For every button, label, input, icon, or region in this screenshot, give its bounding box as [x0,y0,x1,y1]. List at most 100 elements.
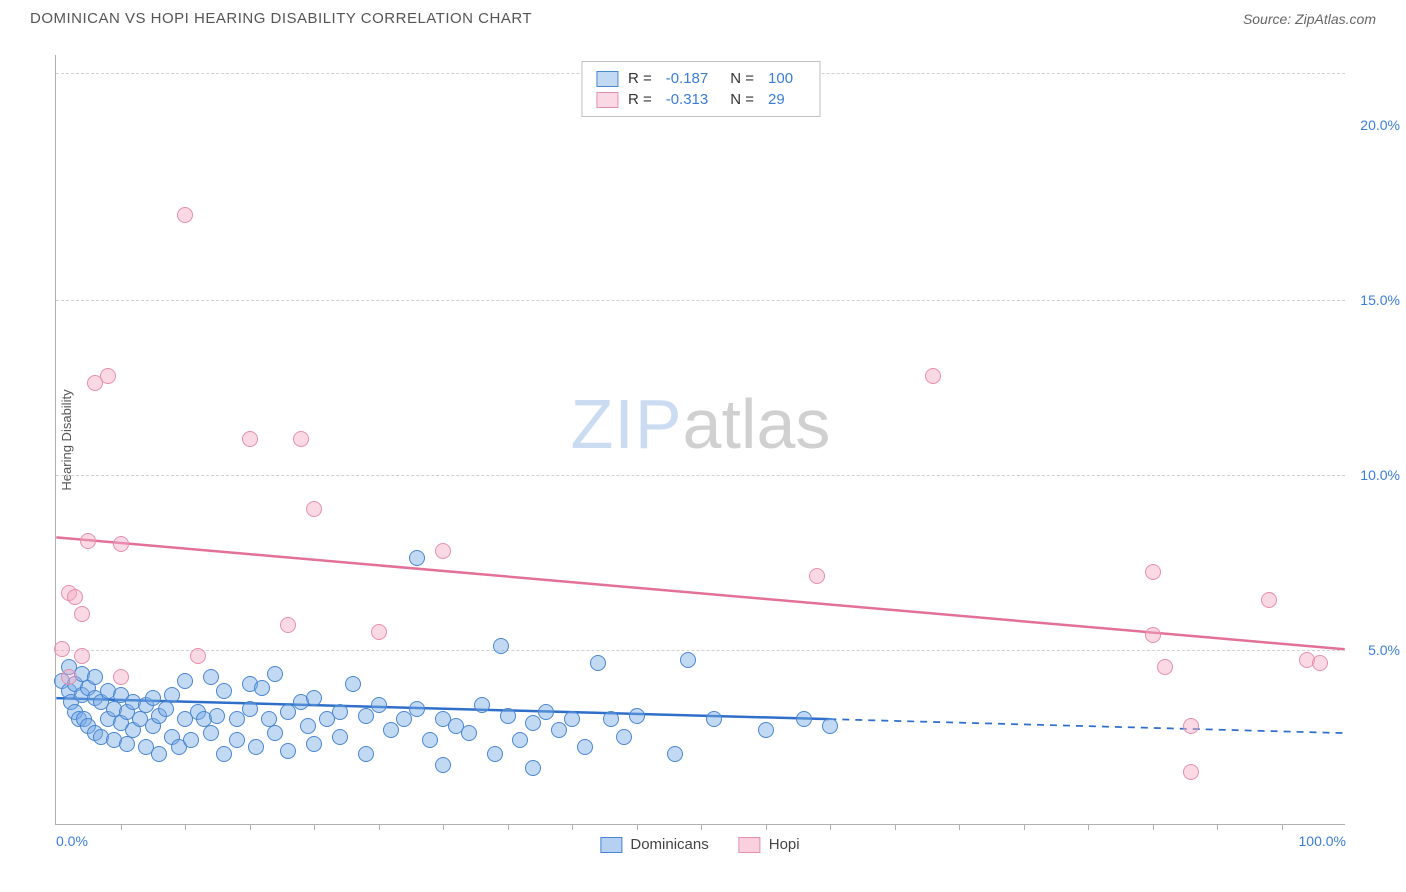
scatter-point [493,638,509,654]
legend-swatch [739,837,761,853]
scatter-point [306,501,322,517]
header-row: DOMINICAN VS HOPI HEARING DISABILITY COR… [0,0,1406,27]
scatter-point [61,669,77,685]
scatter-point [332,704,348,720]
scatter-point [474,697,490,713]
scatter-point [183,732,199,748]
scatter-point [371,624,387,640]
x-tick [959,824,960,830]
scatter-point [80,533,96,549]
scatter-point [67,589,83,605]
y-tick-label: 5.0% [1368,642,1400,658]
scatter-point [422,732,438,748]
x-tick [637,824,638,830]
scatter-point [538,704,554,720]
x-tick-label: 0.0% [56,833,88,849]
scatter-point [1145,564,1161,580]
scatter-point [203,725,219,741]
scatter-point [74,648,90,664]
scatter-point [358,746,374,762]
scatter-point [151,746,167,762]
x-tick [1217,824,1218,830]
legend-r-label: R = [628,70,652,87]
scatter-point [461,725,477,741]
scatter-point [242,701,258,717]
legend-n-label: N = [730,91,754,108]
legend-r-label: R = [628,91,652,108]
x-tick [830,824,831,830]
scatter-point [706,711,722,727]
gridline-h [56,300,1345,301]
x-tick [572,824,573,830]
chart-title: DOMINICAN VS HOPI HEARING DISABILITY COR… [30,10,532,27]
scatter-point [809,568,825,584]
x-tick [1024,824,1025,830]
scatter-point [113,669,129,685]
x-tick [379,824,380,830]
scatter-point [119,736,135,752]
x-tick [895,824,896,830]
scatter-point [925,368,941,384]
scatter-point [1261,592,1277,608]
scatter-point [216,746,232,762]
series-legend: DominicansHopi [600,836,799,853]
x-tick [1088,824,1089,830]
scatter-point [667,746,683,762]
scatter-point [603,711,619,727]
y-tick-label: 10.0% [1360,467,1400,483]
x-tick [508,824,509,830]
legend-item: Hopi [739,836,800,853]
x-tick [250,824,251,830]
scatter-point [242,431,258,447]
scatter-point [371,697,387,713]
scatter-point [1157,659,1173,675]
chart-area: ZIPatlas R =-0.187 N =100 R =-0.313 N =2… [55,55,1345,825]
x-tick [1153,824,1154,830]
scatter-point [203,669,219,685]
trend-line-dashed [829,719,1344,733]
scatter-point [267,725,283,741]
scatter-point [280,743,296,759]
gridline-h [56,475,1345,476]
scatter-point [1183,718,1199,734]
legend-r-value: -0.187 [666,70,709,87]
x-tick [766,824,767,830]
legend-n-value: 100 [768,70,793,87]
scatter-point [525,760,541,776]
scatter-point [500,708,516,724]
x-tick [1282,824,1283,830]
scatter-point [177,207,193,223]
y-tick-label: 20.0% [1360,117,1400,133]
scatter-point [435,757,451,773]
plot-region: ZIPatlas R =-0.187 N =100 R =-0.313 N =2… [55,55,1345,825]
scatter-point [229,732,245,748]
legend-swatch [600,837,622,853]
x-tick-label: 100.0% [1299,833,1346,849]
y-tick-label: 15.0% [1360,292,1400,308]
scatter-point [758,722,774,738]
legend-n-value: 29 [768,91,785,108]
scatter-point [680,652,696,668]
scatter-point [100,368,116,384]
gridline-h [56,650,1345,651]
scatter-point [1312,655,1328,671]
scatter-point [164,687,180,703]
scatter-point [177,673,193,689]
scatter-point [248,739,264,755]
source-text: Source: ZipAtlas.com [1243,11,1376,27]
x-tick [185,824,186,830]
scatter-point [590,655,606,671]
scatter-point [158,701,174,717]
scatter-point [1145,627,1161,643]
x-tick [314,824,315,830]
scatter-point [1183,764,1199,780]
legend-swatch-dominicans [596,71,618,87]
x-tick [121,824,122,830]
scatter-point [254,680,270,696]
scatter-point [796,711,812,727]
scatter-point [267,666,283,682]
scatter-point [629,708,645,724]
scatter-point [74,606,90,622]
scatter-point [332,729,348,745]
legend-swatch-hopi [596,92,618,108]
